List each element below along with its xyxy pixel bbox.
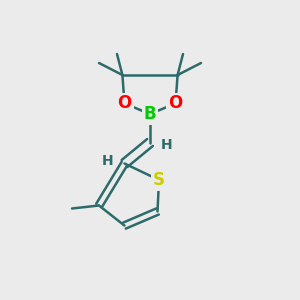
Text: H: H — [161, 138, 172, 152]
Text: H: H — [102, 154, 114, 168]
Text: B: B — [144, 105, 156, 123]
Text: S: S — [153, 171, 165, 189]
Text: O: O — [168, 94, 183, 112]
Text: O: O — [117, 94, 132, 112]
